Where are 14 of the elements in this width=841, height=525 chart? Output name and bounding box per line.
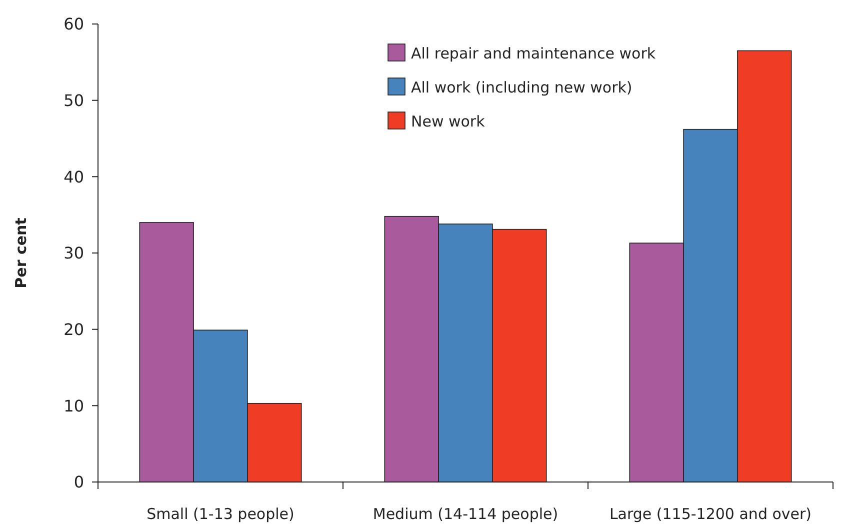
y-tick-label: 40 (64, 167, 84, 186)
legend-label: All work (including new work) (411, 78, 632, 96)
y-axis-title: Per cent (12, 218, 30, 288)
x-tick-label: Small (1-13 people) (146, 505, 294, 523)
legend-label: All repair and maintenance work (411, 44, 656, 62)
y-tick-label: 0 (74, 472, 84, 492)
y-tick-label: 30 (64, 244, 84, 263)
y-tick-label: 60 (64, 14, 84, 34)
legend-label: New work (411, 112, 486, 130)
x-tick-label: Large (115-1200 and over) (609, 505, 812, 523)
x-tick-label: Medium (14-114 people) (372, 505, 558, 523)
y-tick-label: 20 (64, 320, 84, 339)
y-tick-label: 10 (64, 396, 84, 416)
y-tick-label: 50 (64, 90, 84, 110)
